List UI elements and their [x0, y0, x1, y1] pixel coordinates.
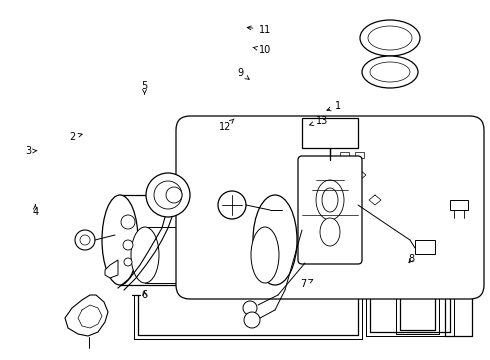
Bar	[302, 118, 358, 148]
Ellipse shape	[316, 180, 344, 220]
Bar	[415, 240, 435, 254]
Ellipse shape	[251, 227, 279, 283]
Bar	[305, 138, 314, 144]
FancyBboxPatch shape	[176, 116, 484, 299]
Ellipse shape	[131, 227, 159, 283]
Circle shape	[243, 301, 257, 315]
Text: 11: 11	[247, 24, 271, 35]
Bar	[450, 200, 468, 210]
Text: 6: 6	[142, 290, 147, 300]
FancyBboxPatch shape	[298, 156, 362, 264]
Ellipse shape	[154, 181, 182, 209]
Text: 4: 4	[32, 204, 38, 217]
Ellipse shape	[362, 56, 418, 88]
Polygon shape	[105, 260, 118, 278]
Bar	[355, 152, 364, 158]
Ellipse shape	[80, 235, 90, 245]
Text: 8: 8	[409, 254, 415, 264]
Polygon shape	[65, 295, 108, 336]
Text: 5: 5	[142, 81, 147, 94]
Circle shape	[124, 258, 132, 266]
Text: 3: 3	[25, 146, 37, 156]
Text: 10: 10	[253, 45, 271, 55]
Text: 13: 13	[310, 116, 329, 126]
Ellipse shape	[102, 195, 138, 285]
Ellipse shape	[75, 230, 95, 250]
Bar	[320, 138, 329, 144]
Ellipse shape	[360, 20, 420, 56]
Ellipse shape	[368, 26, 412, 50]
Bar	[340, 152, 349, 158]
Circle shape	[244, 312, 260, 328]
Text: 7: 7	[301, 279, 313, 289]
Circle shape	[121, 215, 135, 229]
Text: 9: 9	[237, 68, 249, 79]
Circle shape	[123, 240, 133, 250]
Ellipse shape	[253, 195, 297, 285]
Text: 2: 2	[70, 132, 82, 142]
Ellipse shape	[218, 191, 246, 219]
Ellipse shape	[322, 188, 338, 212]
Ellipse shape	[166, 187, 182, 203]
Text: 12: 12	[219, 119, 234, 132]
Ellipse shape	[320, 218, 340, 246]
Ellipse shape	[146, 173, 190, 217]
Text: 1: 1	[327, 101, 341, 111]
Ellipse shape	[370, 62, 410, 82]
